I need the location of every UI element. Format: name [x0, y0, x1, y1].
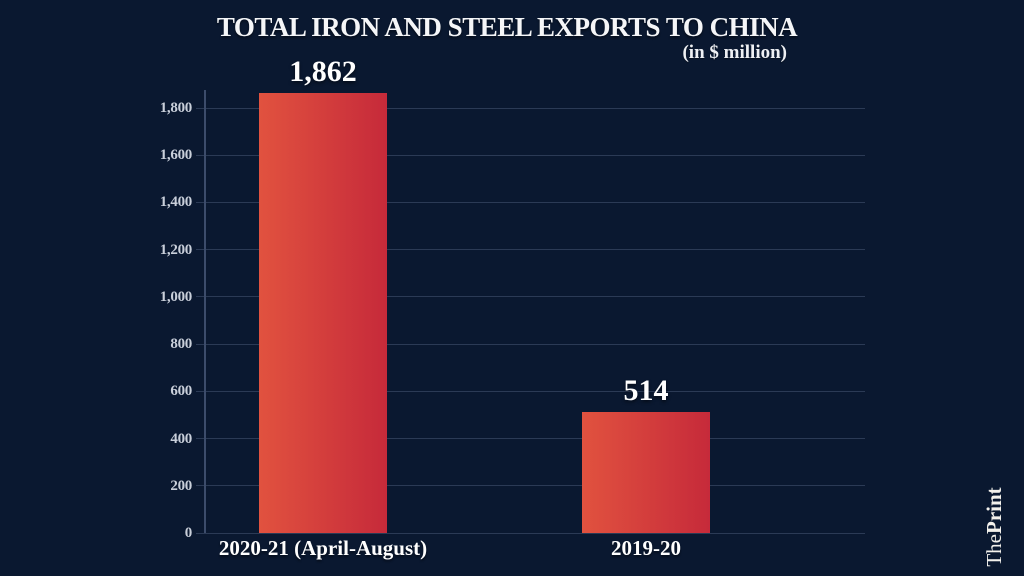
bar [582, 411, 710, 533]
gridline [196, 107, 865, 109]
x-axis-label: 2019-20 [611, 536, 681, 560]
gridline [196, 438, 865, 440]
gridline [196, 154, 865, 156]
theprint-logo: ThePrint [982, 479, 1006, 575]
bar-value-label: 514 [623, 373, 669, 407]
y-tick-label: 1,000 [159, 288, 193, 305]
y-tick-label: 800 [170, 336, 192, 353]
y-tick-label: 1,600 [159, 147, 193, 164]
y-tick-label: 1,800 [159, 100, 193, 116]
y-tick-label: 1,400 [159, 194, 193, 211]
chart-title: TOTAL IRON AND STEEL EXPORTS TO CHINA [216, 12, 798, 42]
x-axis-label: 2020-21 (April-August) [218, 536, 428, 560]
bar-value-label: 1,862 [289, 55, 357, 89]
y-axis-line [204, 90, 206, 533]
gridline [196, 249, 865, 251]
y-tick-label: 0 [184, 525, 193, 541]
y-tick-label: 600 [170, 383, 192, 400]
theprint-logo-print: Print [982, 487, 1006, 534]
y-tick-label: 400 [170, 430, 192, 447]
chart-subtitle: (in $ million) [682, 42, 787, 63]
gridline [196, 296, 865, 298]
bar [259, 93, 387, 533]
gridline [196, 390, 865, 392]
gridline [196, 201, 865, 203]
gridline [196, 485, 865, 487]
gridline [196, 343, 865, 345]
gridline [196, 532, 865, 534]
theprint-logo-the: The [982, 534, 1006, 567]
y-tick-label: 1,200 [159, 241, 193, 258]
y-tick-label: 200 [170, 477, 192, 494]
